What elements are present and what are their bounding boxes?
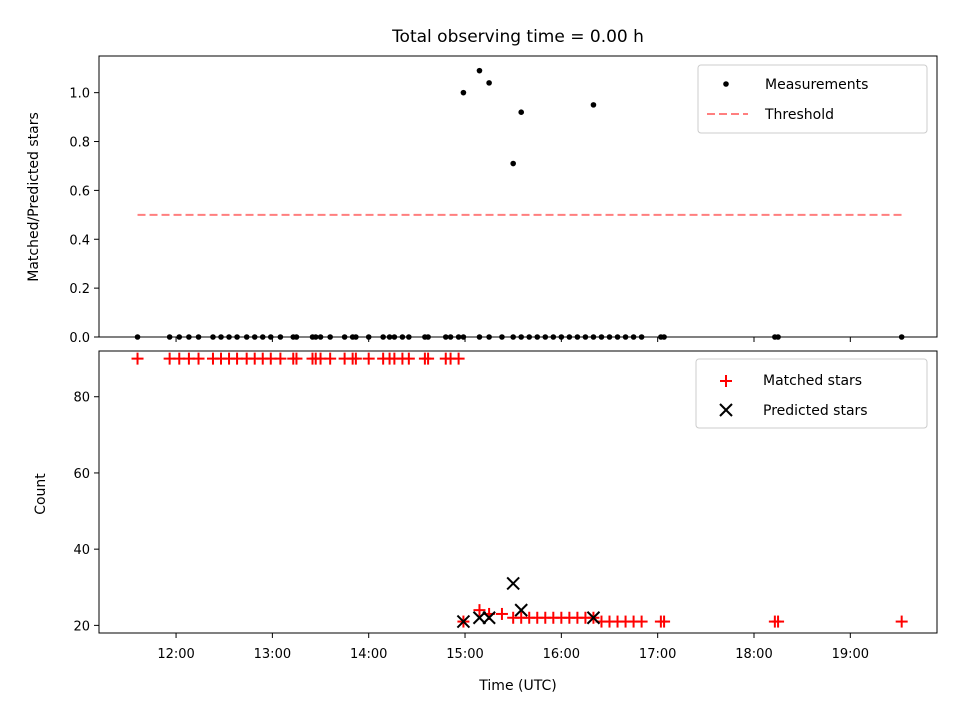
measurement-point xyxy=(460,89,467,96)
top-y-axis-label: Matched/Predicted stars xyxy=(26,112,42,282)
measurement-point xyxy=(510,160,516,167)
predicted-star-point xyxy=(506,576,520,591)
matched-star-point xyxy=(452,352,465,365)
bottom-plot-frame xyxy=(98,350,938,634)
matched-star-point xyxy=(192,352,205,365)
matched-star-point xyxy=(895,615,908,628)
matched-star-point xyxy=(422,352,435,365)
matched-star-point xyxy=(635,615,648,628)
matched-star-point xyxy=(290,352,303,365)
predicted-star-point xyxy=(586,611,601,625)
bottom-marks xyxy=(131,352,908,629)
x-tick-label: 14:00 xyxy=(350,647,387,662)
measurement-point xyxy=(518,109,525,115)
legend-matched-marker xyxy=(720,375,732,387)
x-axis-label: Time (UTC) xyxy=(478,678,556,694)
matched-star-point xyxy=(473,604,486,617)
top-legend: Measurements Threshold xyxy=(697,64,928,134)
legend-threshold-label: Threshold xyxy=(764,107,834,123)
y-tick-label: 40 xyxy=(73,543,90,558)
top-legend-box xyxy=(697,64,928,134)
bottom-y-ticks: 20 40 60 80 xyxy=(73,391,99,634)
y-tick-label: 0.8 xyxy=(69,136,90,151)
x-tick-label: 15:00 xyxy=(446,647,483,662)
matched-star-point xyxy=(349,352,362,365)
bottom-x-ticks: 12:00 13:00 14:00 15:00 16:00 17:00 18:00 19:00 xyxy=(157,633,869,662)
matched-star-point xyxy=(362,352,375,365)
predicted-star-point xyxy=(472,611,487,625)
top-panel: 0.0 0.2 0.4 0.6 0.8 1.0 Matched/Predicted sta… xyxy=(26,55,938,346)
x-tick-label: 12:00 xyxy=(157,647,194,662)
matched-star-point xyxy=(131,352,144,365)
top-plot-frame xyxy=(98,55,938,338)
predicted-star-point xyxy=(456,614,471,629)
x-tick-label: 13:00 xyxy=(254,647,291,662)
y-tick-label: 1.0 xyxy=(69,87,90,102)
y-tick-label: 0.2 xyxy=(69,282,90,297)
y-tick-label: 60 xyxy=(73,467,90,482)
top-y-ticks: 0.0 0.2 0.4 0.6 0.8 1.0 xyxy=(69,87,99,346)
bottom-y-axis-label: Count xyxy=(33,473,49,515)
measurement-point xyxy=(486,80,492,86)
matched-star-point xyxy=(324,352,337,365)
matched-star-point xyxy=(658,615,671,628)
x-tick-label: 17:00 xyxy=(639,647,676,662)
predicted-star-point xyxy=(482,611,496,625)
legend-predicted-label: Predicted stars xyxy=(763,403,868,419)
legend-matched-label: Matched stars xyxy=(763,373,862,389)
y-tick-label: 0.4 xyxy=(69,233,90,248)
matched-star-point xyxy=(402,352,415,365)
y-tick-label: 80 xyxy=(73,391,90,406)
legend-predicted-marker xyxy=(719,403,733,417)
matched-star-point xyxy=(274,352,287,365)
predicted-star-point xyxy=(514,603,528,617)
x-tick-label: 16:00 xyxy=(543,647,580,662)
bottom-legend-box xyxy=(695,358,928,429)
measurement-point xyxy=(590,102,597,108)
legend-measurements-marker xyxy=(723,81,729,87)
measurement-point xyxy=(476,67,483,74)
y-tick-label: 20 xyxy=(73,619,90,634)
x-tick-label: 19:00 xyxy=(832,647,869,662)
matched-star-point xyxy=(495,607,508,620)
matched-star-point xyxy=(772,615,785,628)
bottom-legend: Matched stars Predicted stars xyxy=(695,358,928,429)
chart-title: Total observing time = 0.00 h xyxy=(391,27,644,47)
legend-measurements-label: Measurements xyxy=(765,77,868,93)
y-tick-label: 0.6 xyxy=(69,184,90,199)
y-tick-label: 0.0 xyxy=(69,331,90,346)
x-tick-label: 18:00 xyxy=(735,647,772,662)
